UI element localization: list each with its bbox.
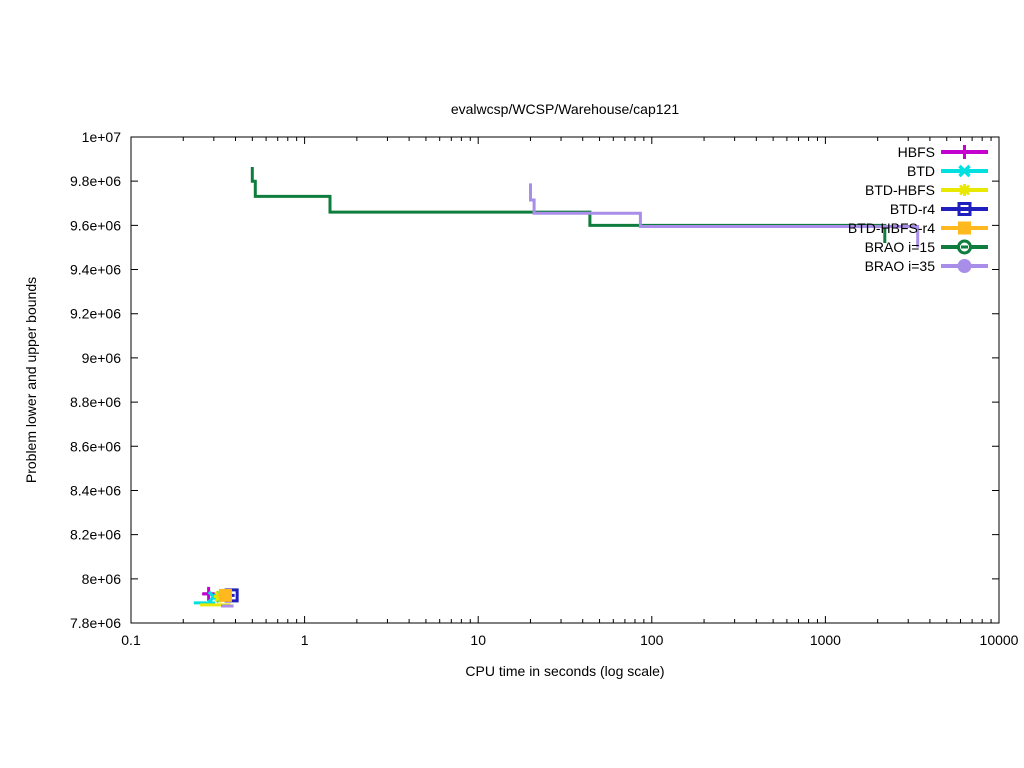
plus-marker-icon [958, 145, 971, 159]
legend-label: BTD-r4 [890, 201, 935, 217]
legend-label: BRAO i=15 [865, 239, 936, 255]
series-line-brao-i-35 [529, 183, 920, 248]
y-tick-label: 9.8e+06 [70, 173, 121, 189]
y-tick-label: 8.4e+06 [70, 482, 121, 498]
y-tick-label: 8.8e+06 [70, 394, 121, 410]
open-square-marker-icon [957, 202, 972, 216]
chart-title: evalwcsp/WCSP/Warehouse/cap121 [451, 101, 679, 117]
plot-border [130, 136, 1000, 624]
legend-label: HBFS [898, 144, 935, 160]
y-tick-label: 8e+06 [82, 571, 122, 587]
legend-label: BTD [907, 163, 935, 179]
y-axis-label: Problem lower and upper bounds [23, 277, 39, 483]
legend-label: BRAO i=35 [865, 258, 936, 274]
x-tick-label: 0.1 [121, 632, 141, 648]
x-tick-label: 100 [640, 632, 664, 648]
x-tick-label: 1000 [810, 632, 841, 648]
y-tick-label: 8.2e+06 [70, 527, 121, 543]
y-tick-label: 9.2e+06 [70, 306, 121, 322]
x-tick-label: 10 [470, 632, 486, 648]
x-axis-label: CPU time in seconds (log scale) [465, 663, 664, 679]
x-tick-label: 1 [301, 632, 309, 648]
x-tick-label: 10000 [980, 632, 1019, 648]
filled-square-marker-icon [218, 588, 232, 602]
y-tick-label: 7.8e+06 [70, 615, 121, 631]
star-marker-icon [958, 184, 971, 196]
filled-square-marker-icon [958, 221, 971, 235]
cross-marker-icon [958, 164, 971, 178]
y-tick-label: 1e+07 [82, 129, 122, 145]
y-tick-label: 9e+06 [82, 350, 122, 366]
legend-label: BTD-HBFS-r4 [848, 220, 935, 236]
y-tick-label: 9.6e+06 [70, 217, 121, 233]
legend-label: BTD-HBFS [865, 182, 935, 198]
y-tick-label: 9.4e+06 [70, 262, 121, 278]
y-tick-label: 8.6e+06 [70, 438, 121, 454]
series-line-brao-i-15 [250, 167, 887, 243]
filled-circle-marker-icon [957, 259, 972, 273]
